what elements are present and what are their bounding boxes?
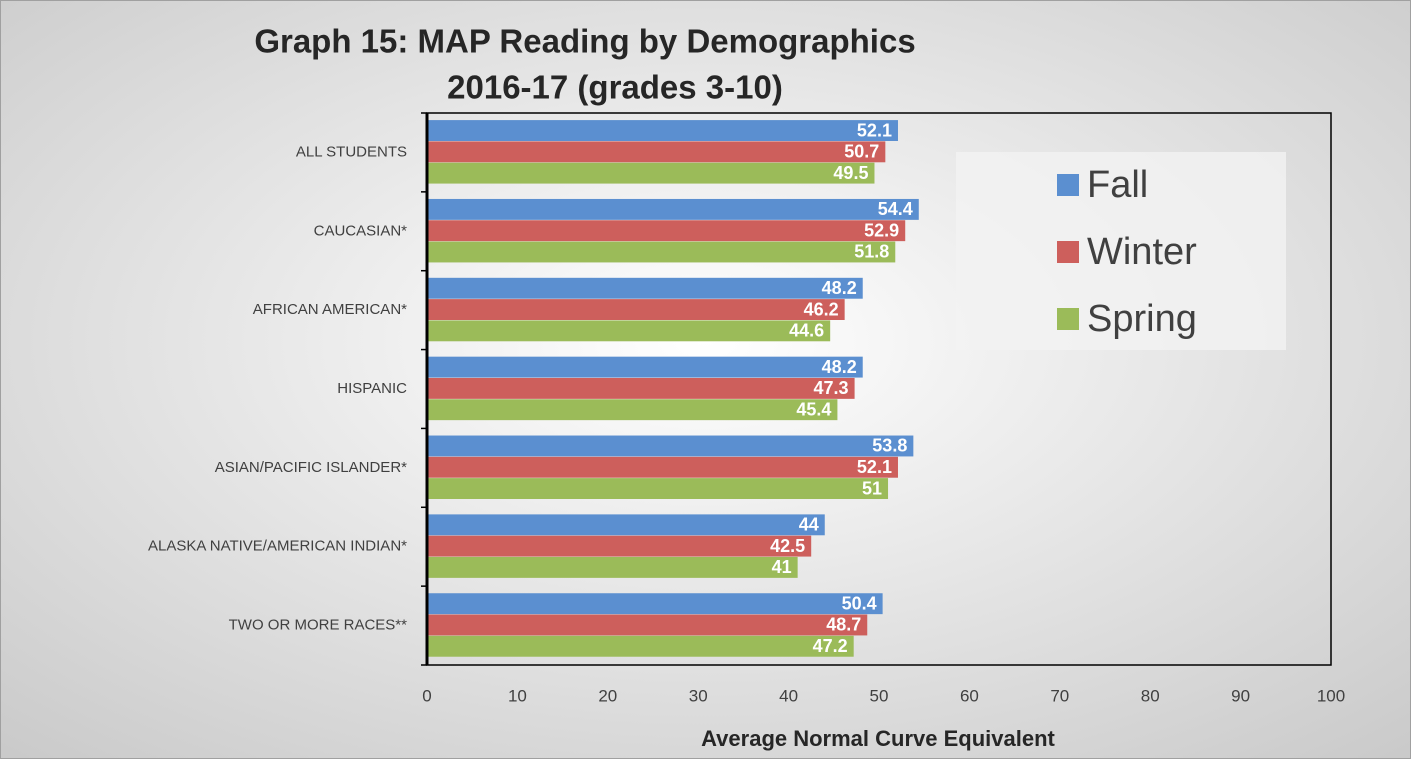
bar [427,635,854,657]
bar [427,456,898,478]
bar [427,478,889,500]
value-label: 48.7 [826,615,861,635]
value-label: 42.5 [770,536,805,556]
bar [427,535,812,557]
x-axis-label: Average Normal Curve Equivalent [701,726,1055,751]
value-label: 52.1 [857,120,892,140]
value-label: 47.2 [813,636,848,656]
bar [427,220,906,242]
x-tick-label: 70 [1050,686,1069,705]
x-tick-label: 60 [960,686,979,705]
y-tick-label: AFRICAN AMERICAN* [253,301,407,318]
value-label: 44.6 [789,321,824,341]
y-tick-label: ALASKA NATIVE/AMERICAN INDIAN* [148,538,407,555]
value-label: 51 [862,478,882,498]
bar [427,556,798,578]
bar [427,399,838,421]
value-label: 48.2 [822,357,857,377]
value-label: 53.8 [872,436,907,456]
x-tick-label: 0 [422,686,431,705]
chart-title: Graph 15: MAP Reading by Demographics [254,23,915,60]
x-tick-label: 40 [779,686,798,705]
bar [427,141,886,163]
bar [427,162,875,184]
value-label: 47.3 [814,378,849,398]
y-tick-label: ASIAN/PACIFIC ISLANDER* [215,459,407,476]
y-tick-label: TWO OR MORE RACES** [229,617,408,634]
bar [427,614,868,636]
bar [427,299,845,320]
legend-box [956,152,1286,350]
x-tick-label: 10 [508,686,527,705]
bar [427,435,914,457]
value-label: 51.8 [854,242,889,262]
bar [427,198,919,220]
chart-subtitle: 2016-17 (grades 3-10) [447,69,783,106]
bar [427,277,863,299]
legend-swatch [1057,174,1079,196]
y-tick-label: HISPANIC [337,380,407,397]
x-tick-label: 100 [1317,686,1345,705]
bar [427,377,855,399]
bar [427,356,863,378]
value-label: 50.4 [842,593,877,613]
value-label: 44 [799,515,819,535]
x-tick-label: 30 [689,686,708,705]
value-label: 49.5 [833,163,868,183]
value-label: 45.4 [796,399,831,419]
value-label: 48.2 [822,278,857,298]
value-label: 52.9 [864,220,899,240]
bar [427,320,831,342]
legend-label: Fall [1087,164,1148,206]
value-label: 41 [772,557,792,577]
legend-swatch [1057,241,1079,263]
x-tick-label: 50 [870,686,889,705]
value-label: 50.7 [844,142,879,162]
y-tick-label: CAUCASIAN* [314,222,408,239]
legend-label: Spring [1087,298,1197,340]
value-label: 54.4 [878,199,913,219]
value-label: 52.1 [857,457,892,477]
bar [427,241,896,263]
x-tick-label: 80 [1141,686,1160,705]
y-tick-label: ALL STUDENTS [296,143,407,160]
bar [427,593,883,615]
bar [427,514,825,536]
value-label: 46.2 [804,299,839,319]
bar [427,120,898,141]
legend-label: Winter [1087,231,1197,273]
legend-swatch [1057,308,1079,330]
x-tick-label: 20 [598,686,617,705]
x-tick-label: 90 [1231,686,1250,705]
